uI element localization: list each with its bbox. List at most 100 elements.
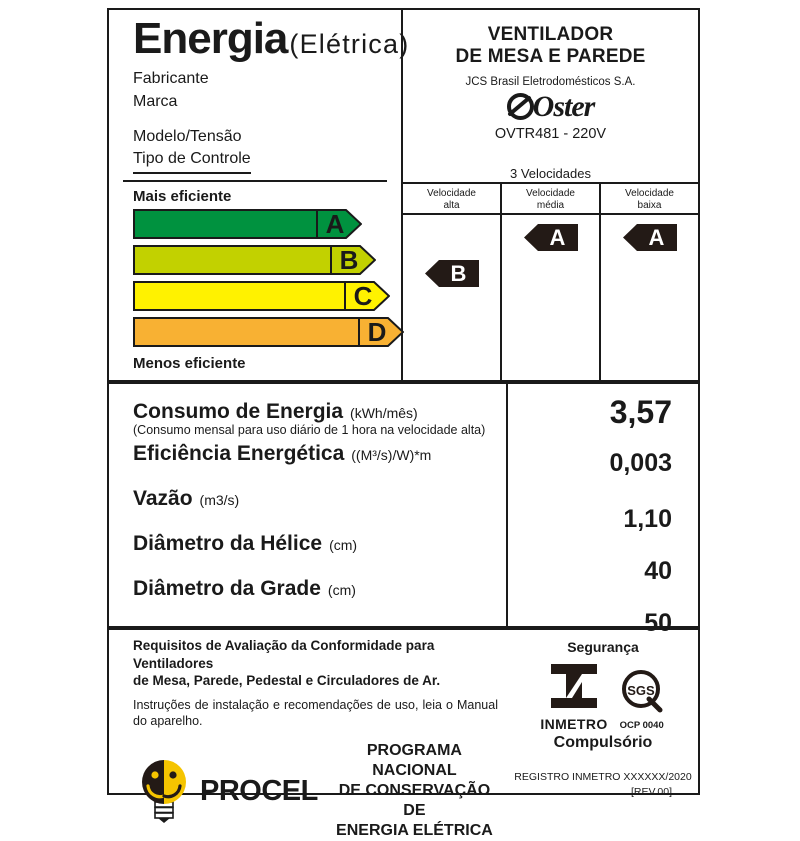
- velocity-media-label-line1: Velocidade: [526, 188, 575, 199]
- field-spacer: [133, 114, 401, 126]
- scale-arrow-b: [330, 245, 376, 276]
- scale-bar-b: [133, 245, 332, 276]
- scale-letter-b: B: [339, 245, 359, 276]
- program-line1: PROGRAMA NACIONAL: [366, 741, 462, 779]
- procel-lightbulb-icon: [133, 758, 195, 824]
- most-efficient-label: Mais eficiente: [123, 180, 387, 207]
- velocity-column-alta: Velocidade alta B: [403, 184, 502, 380]
- oster-o-icon: [506, 92, 534, 120]
- velocity-baixa-header: Velocidade baixa: [601, 184, 698, 215]
- specification-names-column: Consumo de Energia (kWh/mês) (Consumo me…: [109, 384, 508, 626]
- procel-program-name: PROGRAMA NACIONAL DE CONSERVAÇÃO DE ENER…: [331, 741, 498, 841]
- procel-wordmark: PROCEL: [200, 774, 318, 807]
- footer-certification-panel: Segurança INMETRO: [508, 630, 698, 798]
- velocity-alta-label-line1: Velocidade: [427, 188, 476, 199]
- spec-note-consumo: (Consumo mensal para uso diário de 1 hor…: [133, 423, 486, 437]
- program-line3: ENERGIA ELÉTRICA: [336, 822, 493, 840]
- program-line2: DE CONSERVAÇÃO DE: [338, 781, 491, 820]
- velocity-baixa-label-line2: baixa: [637, 199, 662, 211]
- label-product-panel: VENTILADOR DE MESA E PAREDE JCS Brasil E…: [403, 10, 698, 380]
- manufacturer-name: JCS Brasil Eletrodomésticos S.A.: [465, 75, 636, 88]
- scale-letter-d: D: [367, 317, 387, 348]
- scale-row-b: B: [123, 245, 401, 276]
- velocity-alta-rating-letter: B: [450, 261, 467, 286]
- spec-unit-helice: (cm): [329, 537, 358, 553]
- identification-fields: Fabricante Marca Modelo/Tensão Tipo de C…: [109, 68, 401, 175]
- scale-letter-c: C: [353, 281, 373, 312]
- scale-row-a: A: [123, 209, 401, 240]
- scale-row-d: D: [123, 317, 404, 348]
- spec-value-helice: 40: [644, 557, 672, 585]
- velocity-baixa-rating-letter: A: [648, 225, 665, 250]
- instructions-text: Instruções de instalação e recomendações…: [133, 697, 498, 729]
- velocity-alta-rating-marker: B: [424, 258, 479, 289]
- velocity-media-rating-letter: A: [549, 225, 566, 250]
- seguranca-title: Segurança: [567, 639, 639, 655]
- product-title-line1: VENTILADOR: [487, 24, 614, 45]
- spec-unit-eficiencia: ((M³/s)/W)*m: [351, 447, 432, 463]
- energia-word: Energia: [133, 14, 288, 63]
- sgs-block: SGS OCP 0040: [618, 668, 666, 732]
- registro-inmetro: REGISTRO INMETRO XXXXXX/2020: [514, 771, 692, 783]
- field-modelo-tensao: Modelo/Tensão: [133, 127, 242, 145]
- label-top-section: Energia (Elétrica) Fabricante Marca Mode…: [109, 10, 698, 384]
- scale-row-c: C: [123, 281, 401, 312]
- velocity-media-label-line2: média: [536, 199, 565, 211]
- spec-row-vazao: Vazão (m3/s): [133, 487, 506, 511]
- efficiency-scale-bars: A B C: [109, 207, 404, 348]
- spec-unit-vazao: (m3/s): [199, 492, 240, 508]
- velocity-baixa-label-line1: Velocidade: [625, 188, 674, 199]
- eletrica-word: (Elétrica): [289, 29, 410, 59]
- velocity-column-baixa: Velocidade baixa A: [601, 184, 698, 380]
- footer-requirements-panel: Requisitos de Avaliação da Conformidade …: [109, 630, 508, 839]
- spec-name-vazao: Vazão: [133, 487, 193, 510]
- oster-logo: Oster: [403, 90, 698, 124]
- label-identification-panel: Energia (Elétrica) Fabricante Marca Mode…: [109, 10, 408, 380]
- field-tipo-controle-label: Tipo de Controle: [133, 148, 251, 175]
- specification-values-column: 3,57 0,003 1,10 40 50: [508, 384, 698, 637]
- velocity-columns: Velocidade alta B Velocidade média: [403, 182, 698, 380]
- product-model: OVTR481 - 220V: [494, 125, 607, 142]
- compulsorio-label: Compulsório: [553, 734, 653, 751]
- product-title-line2: DE MESA E PAREDE: [455, 46, 646, 68]
- spec-name-consumo: Consumo de Energia: [133, 400, 344, 423]
- certification-marks: INMETRO SGS OCP 0040: [508, 662, 698, 732]
- least-efficient-label: Menos eficiente: [133, 355, 246, 373]
- procel-row: PROCEL PROGRAMA NACIONAL DE CONSERVAÇÃO …: [133, 741, 498, 841]
- velocity-alta-header: Velocidade alta: [403, 184, 500, 215]
- sgs-icon: SGS: [618, 670, 666, 718]
- velocity-alta-label-line2: alta: [443, 199, 460, 211]
- field-fabricante: Fabricante: [133, 70, 209, 88]
- revisao-label: [REV.00]: [630, 786, 672, 799]
- field-tipo-controle: Tipo de Controle: [133, 148, 401, 175]
- inmetro-block: INMETRO: [540, 662, 607, 732]
- velocity-media-header: Velocidade média: [502, 184, 599, 215]
- spec-unit-consumo: (kWh/mês): [350, 405, 418, 421]
- spec-unit-grade: (cm): [327, 582, 356, 598]
- spec-name-eficiencia: Eficiência Energética: [133, 442, 345, 465]
- scale-arrow-d: [358, 317, 404, 348]
- product-speeds: 3 Velocidades: [510, 165, 591, 181]
- spec-value-vazao: 1,10: [623, 505, 672, 533]
- inmetro-icon: [547, 664, 601, 714]
- spec-name-helice: Diâmetro da Hélice: [133, 532, 323, 555]
- scale-bar-d: [133, 317, 360, 348]
- scale-arrow-c: [344, 281, 390, 312]
- svg-text:SGS: SGS: [627, 683, 655, 698]
- energia-heading: Energia (Elétrica): [109, 10, 408, 63]
- scale-arrow-a: [316, 209, 362, 240]
- requirements-line2: de Mesa, Parede, Pedestal e Circuladores…: [133, 673, 441, 689]
- product-title: VENTILADOR DE MESA E PAREDE: [403, 10, 698, 69]
- velocity-baixa-rating-marker: A: [622, 222, 677, 253]
- spec-row-helice: Diâmetro da Hélice (cm): [133, 532, 506, 556]
- specifications-table: Consumo de Energia (kWh/mês) (Consumo me…: [109, 384, 698, 637]
- spec-value-eficiencia: 0,003: [609, 449, 672, 477]
- oster-wordmark: Oster: [532, 89, 596, 123]
- requirements-line1: Requisitos de Avaliação da Conformidade …: [133, 638, 435, 671]
- energy-efficiency-label: Energia (Elétrica) Fabricante Marca Mode…: [107, 8, 700, 839]
- ocp-number: OCP 0040: [619, 720, 664, 731]
- scale-bar-a: [133, 209, 318, 240]
- velocity-column-media: Velocidade média A: [502, 184, 601, 380]
- scale-bar-c: [133, 281, 346, 312]
- spec-value-grade: 50: [644, 609, 672, 637]
